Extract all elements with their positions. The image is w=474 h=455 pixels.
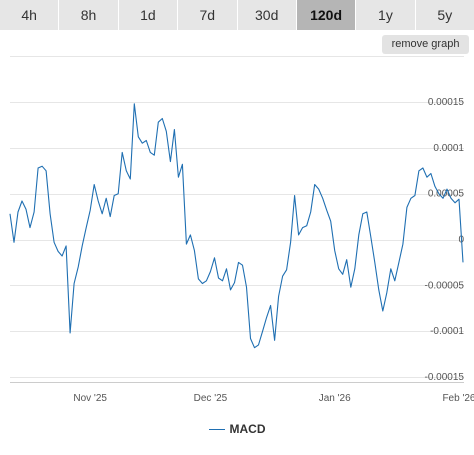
range-tab-30d[interactable]: 30d	[237, 0, 297, 30]
macd-series-line	[9, 103, 464, 349]
x-tick-label: Jan '26	[319, 393, 351, 404]
y-tick-label: -0.00015	[425, 372, 465, 383]
y-tick-label: 0.00005	[428, 189, 465, 200]
x-tick-label: Dec '25	[194, 393, 228, 404]
range-tab-1y[interactable]: 1y	[356, 0, 416, 30]
range-tab-120d[interactable]: 120d	[296, 0, 357, 30]
y-tick-label: 0.0001	[433, 143, 464, 154]
chart-legend[interactable]: MACD	[0, 421, 474, 437]
range-tab-5y[interactable]: 5y	[415, 0, 474, 30]
legend-label: MACD	[229, 422, 266, 436]
range-tab-4h[interactable]: 4h	[0, 0, 60, 30]
y-tick-label: -0.0001	[430, 326, 464, 337]
y-tick-label: 0.00015	[428, 97, 465, 108]
range-tab-7d[interactable]: 7d	[178, 0, 238, 30]
x-tick-label: Nov '25	[73, 393, 107, 404]
legend-line-swatch	[208, 428, 225, 430]
macd-chart: 0.000150.00010.000050-0.00005-0.0001-0.0…	[9, 56, 474, 404]
range-tab-1d[interactable]: 1d	[118, 0, 179, 30]
remove-graph-button[interactable]: remove graph	[382, 35, 469, 54]
y-tick-label: -0.00005	[425, 280, 465, 291]
x-tick-label: Feb '26	[442, 393, 474, 404]
range-tab-8h[interactable]: 8h	[59, 0, 119, 30]
range-selector: 4h 8h 1d 7d 30d 120d 1y 5y	[0, 0, 474, 30]
